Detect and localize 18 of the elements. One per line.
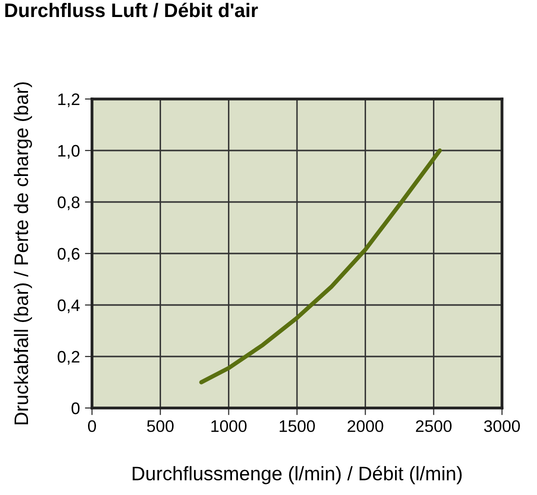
y-axis-title: Druckabfall (bar) / Perte de charge (bar) bbox=[14, 82, 32, 424]
x-tick-label: 2500 bbox=[416, 420, 452, 432]
y-tick-label: 0,2 bbox=[58, 350, 80, 365]
x-tick-label: 0 bbox=[88, 420, 96, 432]
y-tick-label: 0,4 bbox=[58, 299, 80, 314]
y-tick-label: 0 bbox=[72, 402, 80, 414]
chart-title: Durchfluss Luft / Débit d'air bbox=[5, 2, 258, 18]
x-axis-title: Durchflussmenge (l/min) / Débit (l/min) bbox=[132, 466, 462, 484]
x-tick-label: 2000 bbox=[348, 420, 384, 432]
y-tick-label: 1,0 bbox=[58, 144, 80, 159]
x-tick-label: 500 bbox=[147, 420, 174, 432]
line-series bbox=[199, 148, 442, 384]
x-tick-label: 1500 bbox=[280, 420, 315, 432]
x-tick-label: 1000 bbox=[211, 420, 247, 432]
y-tick-label: 0,6 bbox=[58, 248, 80, 262]
y-tick-label: 0,8 bbox=[58, 196, 80, 210]
y-tick-label: 1,2 bbox=[58, 93, 80, 108]
x-tick-label: 3000 bbox=[484, 420, 520, 432]
